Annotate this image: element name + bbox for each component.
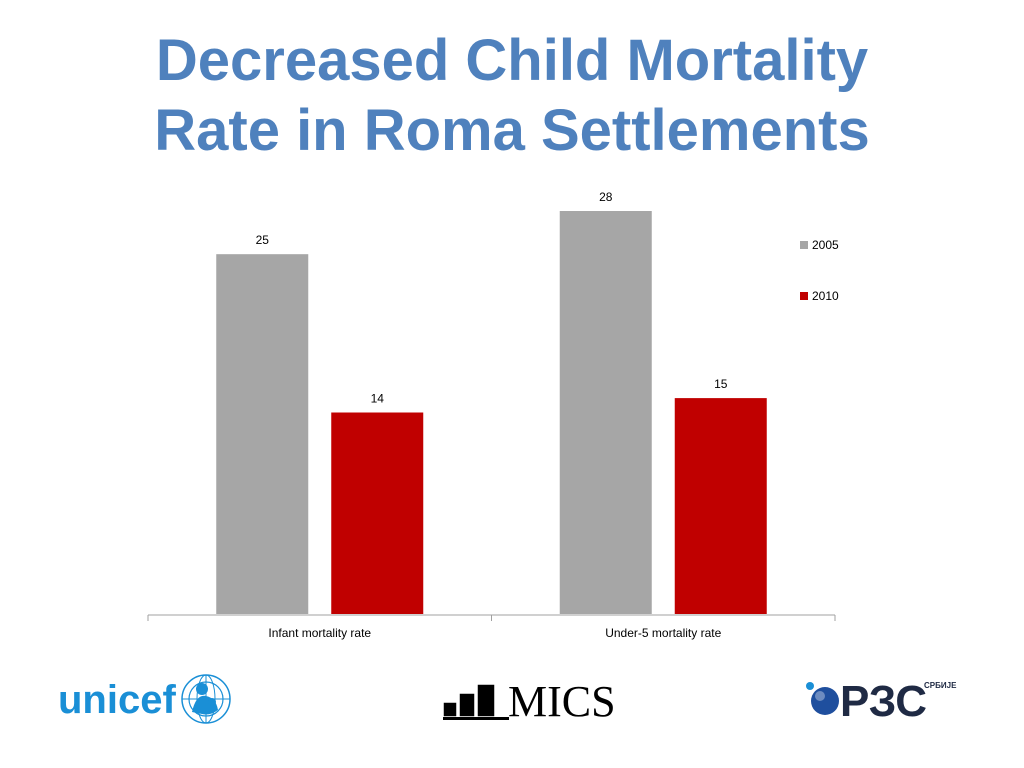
bars-group xyxy=(216,211,767,614)
data-label-2010-1: 15 xyxy=(714,377,728,391)
title-line-2: Rate in Roma Settlements xyxy=(154,98,870,163)
bar-2005-1 xyxy=(559,211,652,614)
unicef-logo: unicef xyxy=(58,678,176,722)
legend-label-2010: 2010 xyxy=(812,289,839,303)
legend-swatch-2010 xyxy=(800,292,808,300)
rzs-logo-subtext: СРБИЈЕ xyxy=(924,681,957,690)
rzs-dots-icon xyxy=(806,682,839,715)
x-tick-label-0: Infant mortality rate xyxy=(268,626,371,640)
bar-2010-0 xyxy=(331,412,424,614)
rzs-logo-text: РЗС xyxy=(840,677,927,726)
x-tick-label-1: Under-5 mortality rate xyxy=(605,626,721,640)
bar-2005-0 xyxy=(216,254,309,614)
data-label-2005-0: 25 xyxy=(256,233,270,247)
x-axis: Infant mortality rate Under-5 mortality r… xyxy=(147,614,836,640)
mics-logo: MICS xyxy=(442,677,615,726)
data-label-2010-0: 14 xyxy=(371,392,385,406)
bar-2010-1 xyxy=(674,398,767,614)
mics-logo-text: MICS xyxy=(508,677,615,726)
legend-label-2005: 2005 xyxy=(812,238,839,252)
slide-title: Decreased Child Mortality Rate in Roma S… xyxy=(0,26,1024,166)
mics-bars-icon xyxy=(442,683,509,720)
title-line-1: Decreased Child Mortality xyxy=(155,28,869,93)
unicef-logo-text: unicef xyxy=(58,678,176,722)
legend: 2005 2010 xyxy=(800,238,839,303)
data-labels-group: 25 14 28 15 xyxy=(256,190,728,406)
unicef-emblem xyxy=(181,674,231,724)
data-label-2005-1: 28 xyxy=(599,190,613,204)
rzs-logo: РЗС СРБИЈЕ xyxy=(806,677,957,726)
legend-swatch-2005 xyxy=(800,241,808,249)
